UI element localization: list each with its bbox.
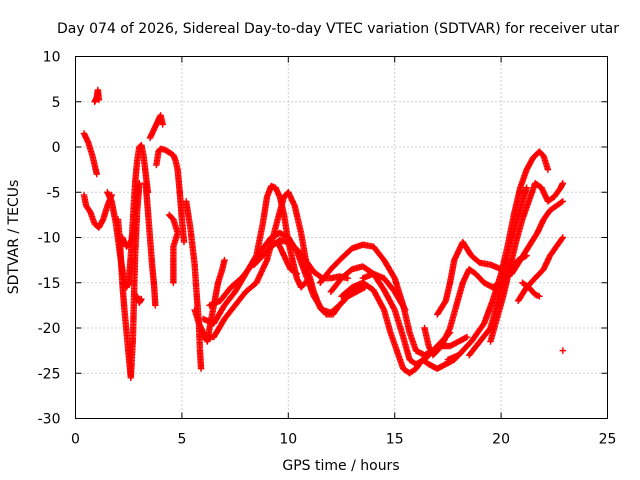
data-point [536, 293, 543, 300]
data-point [544, 166, 552, 173]
y-axis-label: SDTVAR / TECUs [6, 180, 22, 295]
series-group [519, 279, 543, 300]
series-group [514, 234, 567, 305]
data-point [402, 306, 409, 314]
data-point [99, 217, 106, 224]
data-point [559, 180, 567, 187]
data-point [170, 279, 177, 286]
x-tick-label: 15 [386, 432, 404, 448]
data-point [93, 170, 100, 178]
series-group [165, 211, 181, 286]
y-tick-label: -25 [38, 366, 61, 382]
y-tick-label: 5 [52, 95, 61, 111]
data-point [463, 333, 471, 341]
y-tick-label: -10 [38, 231, 61, 247]
y-tick-label: -5 [47, 185, 61, 201]
chart-title: Day 074 of 2026, Sidereal Day-to-day VTE… [57, 21, 619, 37]
data-point [197, 365, 205, 372]
data-point [558, 235, 566, 242]
series-group [182, 198, 205, 372]
y-tick-label: -15 [38, 276, 61, 292]
y-tick-label: 0 [52, 140, 61, 156]
data-point [558, 199, 565, 206]
series-group [134, 293, 145, 306]
x-axis-label: GPS time / hours [282, 458, 399, 474]
data-point [401, 305, 408, 312]
data-point [95, 96, 103, 104]
x-tick-labels: 0 5 10 15 20 25 [71, 432, 616, 448]
series-group [274, 238, 301, 277]
y-tick-label: -20 [38, 321, 61, 337]
grid [75, 56, 608, 419]
series-group [206, 229, 369, 316]
data-point [159, 121, 166, 128]
data-point [559, 234, 567, 241]
series-group [434, 238, 513, 318]
data-point [559, 347, 567, 354]
data-point [559, 198, 567, 205]
axis-ticks [75, 56, 608, 419]
series-group [153, 145, 188, 246]
data-point [380, 305, 387, 312]
data-point [292, 269, 299, 276]
series-group [359, 270, 409, 314]
x-tick-label: 10 [279, 432, 297, 448]
series-group [114, 180, 143, 381]
data-point [136, 180, 143, 187]
series-group [444, 148, 552, 363]
series-group [317, 241, 454, 359]
series-group [104, 141, 152, 291]
series-group [119, 225, 139, 250]
series-group [80, 130, 100, 178]
y-tick-label: -30 [38, 412, 61, 428]
x-tick-label: 5 [177, 432, 186, 448]
x-tick-label: 25 [599, 432, 617, 448]
data-point [137, 297, 144, 304]
data-point [152, 302, 159, 309]
data-point [293, 270, 301, 277]
series-group [91, 86, 103, 105]
data-point [221, 256, 228, 264]
series-group [508, 198, 567, 277]
series-group [559, 347, 567, 354]
x-tick-label: 0 [71, 432, 80, 448]
data-point [138, 295, 145, 303]
data-point [180, 238, 188, 246]
data-point [523, 184, 530, 191]
y-tick-labels: 10 5 0 -5 -10 -15 -20 -25 -30 [38, 50, 61, 428]
y-tick-label: 10 [43, 50, 61, 66]
series-group [142, 180, 159, 309]
x-tick-label: 20 [492, 432, 510, 448]
data-point [131, 225, 139, 232]
series-group [146, 112, 166, 142]
data-marks [80, 86, 567, 381]
series-group [487, 180, 567, 345]
data-point [390, 305, 398, 312]
